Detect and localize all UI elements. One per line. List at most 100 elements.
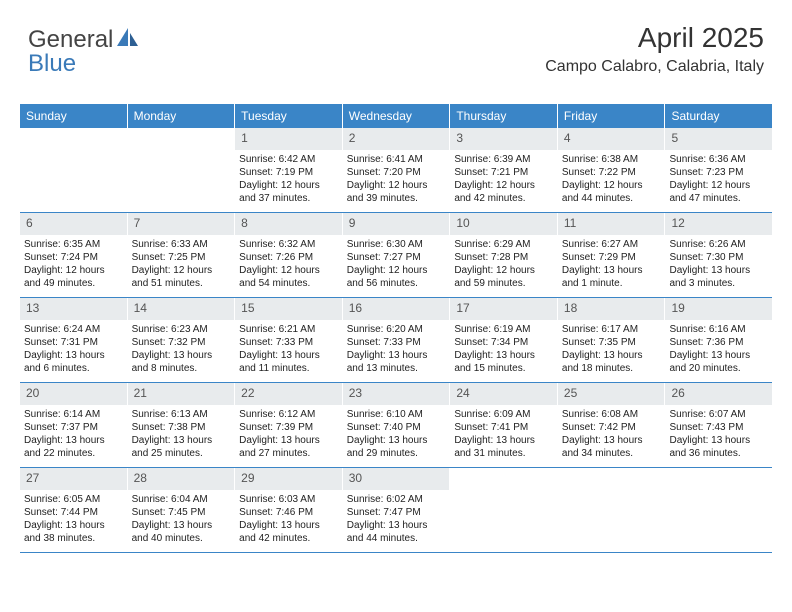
day-content: Sunrise: 6:02 AMSunset: 7:47 PMDaylight:… bbox=[343, 490, 450, 550]
day-line-sunset: Sunset: 7:40 PM bbox=[347, 421, 446, 434]
logo-sail-icon bbox=[117, 28, 139, 53]
day-line-sunrise: Sunrise: 6:41 AM bbox=[347, 153, 446, 166]
day-line-day2: and 47 minutes. bbox=[669, 192, 768, 205]
day-line-day1: Daylight: 13 hours bbox=[669, 264, 768, 277]
weekday-header: Wednesday bbox=[343, 104, 451, 128]
day-number: 2 bbox=[343, 128, 450, 150]
day-content: Sunrise: 6:24 AMSunset: 7:31 PMDaylight:… bbox=[20, 320, 127, 380]
day-line-sunset: Sunset: 7:37 PM bbox=[24, 421, 123, 434]
day-line-day1: Daylight: 13 hours bbox=[24, 349, 123, 362]
day-number: 17 bbox=[450, 298, 557, 320]
day-line-day2: and 44 minutes. bbox=[562, 192, 661, 205]
day-number: 30 bbox=[343, 468, 450, 490]
day-line-day1: Daylight: 12 hours bbox=[347, 179, 446, 192]
day-line-day2: and 13 minutes. bbox=[347, 362, 446, 375]
logo-text-blue: Blue bbox=[28, 50, 76, 77]
day-line-day2: and 6 minutes. bbox=[24, 362, 123, 375]
day-number: 27 bbox=[20, 468, 127, 490]
day-number: 8 bbox=[235, 213, 342, 235]
day-content: Sunrise: 6:13 AMSunset: 7:38 PMDaylight:… bbox=[128, 405, 235, 465]
day-line-sunrise: Sunrise: 6:04 AM bbox=[132, 493, 231, 506]
day-line-day2: and 38 minutes. bbox=[24, 532, 123, 545]
day-cell bbox=[665, 468, 772, 552]
week-row: 13Sunrise: 6:24 AMSunset: 7:31 PMDayligh… bbox=[20, 298, 772, 383]
day-number: 21 bbox=[128, 383, 235, 405]
day-cell: 20Sunrise: 6:14 AMSunset: 7:37 PMDayligh… bbox=[20, 383, 128, 467]
day-content: Sunrise: 6:29 AMSunset: 7:28 PMDaylight:… bbox=[450, 235, 557, 295]
day-content: Sunrise: 6:09 AMSunset: 7:41 PMDaylight:… bbox=[450, 405, 557, 465]
day-number: 11 bbox=[558, 213, 665, 235]
day-cell: 18Sunrise: 6:17 AMSunset: 7:35 PMDayligh… bbox=[558, 298, 666, 382]
day-line-day2: and 27 minutes. bbox=[239, 447, 338, 460]
day-line-day2: and 37 minutes. bbox=[239, 192, 338, 205]
day-number: 5 bbox=[665, 128, 772, 150]
day-line-day1: Daylight: 13 hours bbox=[24, 434, 123, 447]
day-content: Sunrise: 6:20 AMSunset: 7:33 PMDaylight:… bbox=[343, 320, 450, 380]
day-line-sunset: Sunset: 7:47 PM bbox=[347, 506, 446, 519]
day-number: 23 bbox=[343, 383, 450, 405]
day-number: 12 bbox=[665, 213, 772, 235]
day-cell: 25Sunrise: 6:08 AMSunset: 7:42 PMDayligh… bbox=[558, 383, 666, 467]
day-number: 1 bbox=[235, 128, 342, 150]
day-cell: 10Sunrise: 6:29 AMSunset: 7:28 PMDayligh… bbox=[450, 213, 558, 297]
day-line-sunrise: Sunrise: 6:23 AM bbox=[132, 323, 231, 336]
day-line-sunrise: Sunrise: 6:42 AM bbox=[239, 153, 338, 166]
day-line-sunrise: Sunrise: 6:38 AM bbox=[562, 153, 661, 166]
day-line-day1: Daylight: 13 hours bbox=[239, 434, 338, 447]
day-content: Sunrise: 6:39 AMSunset: 7:21 PMDaylight:… bbox=[450, 150, 557, 210]
day-line-day2: and 20 minutes. bbox=[669, 362, 768, 375]
day-line-sunrise: Sunrise: 6:12 AM bbox=[239, 408, 338, 421]
day-content: Sunrise: 6:23 AMSunset: 7:32 PMDaylight:… bbox=[128, 320, 235, 380]
day-line-sunset: Sunset: 7:20 PM bbox=[347, 166, 446, 179]
day-number: 13 bbox=[20, 298, 127, 320]
day-cell: 30Sunrise: 6:02 AMSunset: 7:47 PMDayligh… bbox=[343, 468, 451, 552]
day-line-sunrise: Sunrise: 6:20 AM bbox=[347, 323, 446, 336]
day-line-sunset: Sunset: 7:43 PM bbox=[669, 421, 768, 434]
day-line-day1: Daylight: 13 hours bbox=[24, 519, 123, 532]
day-content: Sunrise: 6:14 AMSunset: 7:37 PMDaylight:… bbox=[20, 405, 127, 465]
week-row: 6Sunrise: 6:35 AMSunset: 7:24 PMDaylight… bbox=[20, 213, 772, 298]
day-line-day1: Daylight: 13 hours bbox=[562, 264, 661, 277]
day-line-sunset: Sunset: 7:35 PM bbox=[562, 336, 661, 349]
day-line-day1: Daylight: 12 hours bbox=[562, 179, 661, 192]
day-line-day2: and 8 minutes. bbox=[132, 362, 231, 375]
weekday-header: Thursday bbox=[450, 104, 558, 128]
day-cell: 19Sunrise: 6:16 AMSunset: 7:36 PMDayligh… bbox=[665, 298, 772, 382]
day-line-sunrise: Sunrise: 6:02 AM bbox=[347, 493, 446, 506]
day-line-sunrise: Sunrise: 6:17 AM bbox=[562, 323, 661, 336]
day-line-day2: and 34 minutes. bbox=[562, 447, 661, 460]
day-content: Sunrise: 6:16 AMSunset: 7:36 PMDaylight:… bbox=[665, 320, 772, 380]
day-line-sunset: Sunset: 7:24 PM bbox=[24, 251, 123, 264]
day-line-day1: Daylight: 12 hours bbox=[132, 264, 231, 277]
day-content: Sunrise: 6:32 AMSunset: 7:26 PMDaylight:… bbox=[235, 235, 342, 295]
day-cell: 16Sunrise: 6:20 AMSunset: 7:33 PMDayligh… bbox=[343, 298, 451, 382]
day-line-day2: and 49 minutes. bbox=[24, 277, 123, 290]
day-number: 18 bbox=[558, 298, 665, 320]
day-line-sunset: Sunset: 7:22 PM bbox=[562, 166, 661, 179]
day-line-day1: Daylight: 13 hours bbox=[669, 349, 768, 362]
day-line-sunset: Sunset: 7:46 PM bbox=[239, 506, 338, 519]
day-number: 15 bbox=[235, 298, 342, 320]
day-line-sunset: Sunset: 7:28 PM bbox=[454, 251, 553, 264]
day-line-sunrise: Sunrise: 6:33 AM bbox=[132, 238, 231, 251]
day-cell: 8Sunrise: 6:32 AMSunset: 7:26 PMDaylight… bbox=[235, 213, 343, 297]
day-line-sunset: Sunset: 7:27 PM bbox=[347, 251, 446, 264]
day-content: Sunrise: 6:27 AMSunset: 7:29 PMDaylight:… bbox=[558, 235, 665, 295]
day-cell: 3Sunrise: 6:39 AMSunset: 7:21 PMDaylight… bbox=[450, 128, 558, 212]
day-number: 7 bbox=[128, 213, 235, 235]
day-line-day1: Daylight: 13 hours bbox=[347, 434, 446, 447]
day-line-day2: and 11 minutes. bbox=[239, 362, 338, 375]
day-number: 29 bbox=[235, 468, 342, 490]
day-line-sunset: Sunset: 7:23 PM bbox=[669, 166, 768, 179]
day-cell: 27Sunrise: 6:05 AMSunset: 7:44 PMDayligh… bbox=[20, 468, 128, 552]
day-line-day2: and 31 minutes. bbox=[454, 447, 553, 460]
day-line-sunrise: Sunrise: 6:35 AM bbox=[24, 238, 123, 251]
day-content: Sunrise: 6:04 AMSunset: 7:45 PMDaylight:… bbox=[128, 490, 235, 550]
day-cell: 24Sunrise: 6:09 AMSunset: 7:41 PMDayligh… bbox=[450, 383, 558, 467]
calendar: SundayMondayTuesdayWednesdayThursdayFrid… bbox=[20, 104, 772, 553]
day-line-sunrise: Sunrise: 6:24 AM bbox=[24, 323, 123, 336]
logo-text-blue-wrap: Blue bbox=[28, 50, 76, 78]
day-content: Sunrise: 6:10 AMSunset: 7:40 PMDaylight:… bbox=[343, 405, 450, 465]
day-line-sunrise: Sunrise: 6:03 AM bbox=[239, 493, 338, 506]
day-number: 10 bbox=[450, 213, 557, 235]
